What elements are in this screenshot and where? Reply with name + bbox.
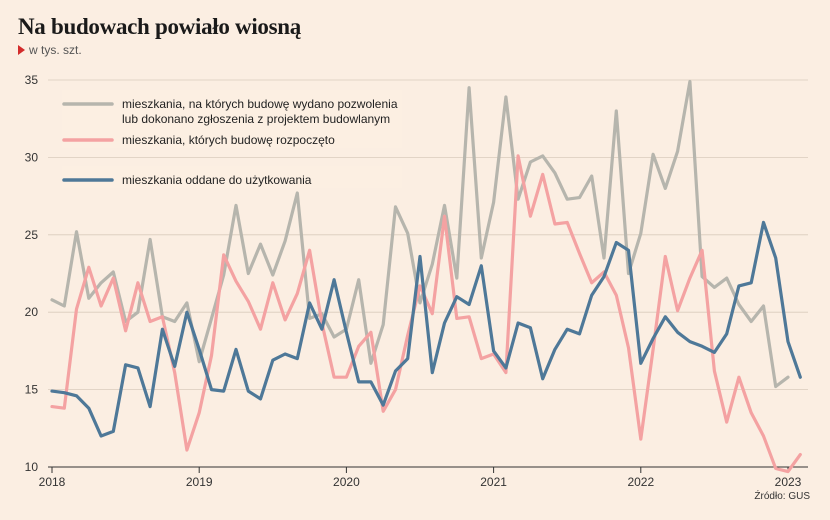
x-tick-label-2022: 2022: [627, 475, 654, 489]
legend-bg-1: [62, 126, 402, 148]
gridlines: [48, 79, 808, 468]
y-tick-label-35: 35: [25, 73, 39, 87]
x-tick-label-2020: 2020: [333, 475, 360, 489]
unit-label: w tys. szt.: [29, 43, 82, 57]
series-line-2: [50, 220, 802, 438]
source-note: Źródło: GUS: [754, 491, 810, 502]
y-tick-label-30: 30: [25, 150, 39, 164]
legend-label-1: mieszkania, których budowę rozpoczęto: [122, 133, 335, 147]
series-lines: [50, 79, 802, 474]
series-line-0: [50, 79, 790, 389]
subtitle-marker-icon: [18, 45, 25, 55]
legend-label-0: mieszkania, na których budowę wydano poz…: [122, 97, 398, 126]
x-tick-label-2021: 2021: [480, 475, 507, 489]
legend: mieszkania, na których budowę wydano poz…: [62, 90, 402, 188]
y-tick-label-25: 25: [25, 228, 39, 242]
legend-label-line: lub dokonano zgłoszenia z projektem budo…: [122, 112, 390, 126]
chart-subtitle: w tys. szt.: [18, 43, 82, 57]
legend-bg-0: [62, 90, 402, 128]
x-tick-label-2018: 2018: [39, 475, 66, 489]
x-axis: 2018 2019 2020 2021 2022 2023: [39, 467, 802, 489]
y-tick-label-15: 15: [25, 383, 39, 397]
y-tick-label-10: 10: [25, 460, 39, 474]
legend-label-line: mieszkania oddane do użytkowania: [122, 173, 312, 187]
legend-label-line: mieszkania, których budowę rozpoczęto: [122, 133, 335, 147]
y-tick-label-20: 20: [25, 305, 39, 319]
legend-label-line: mieszkania, na których budowę wydano poz…: [122, 97, 398, 111]
legend-label-2: mieszkania oddane do użytkowania: [122, 173, 312, 187]
x-tick-label-2019: 2019: [186, 475, 213, 489]
legend-bg-2: [62, 166, 402, 188]
chart-title: Na budowach powiało wiosną: [18, 14, 301, 39]
y-axis: 10 15 20 25 30 35: [25, 73, 39, 474]
x-tick-label-2023: 2023: [775, 475, 802, 489]
